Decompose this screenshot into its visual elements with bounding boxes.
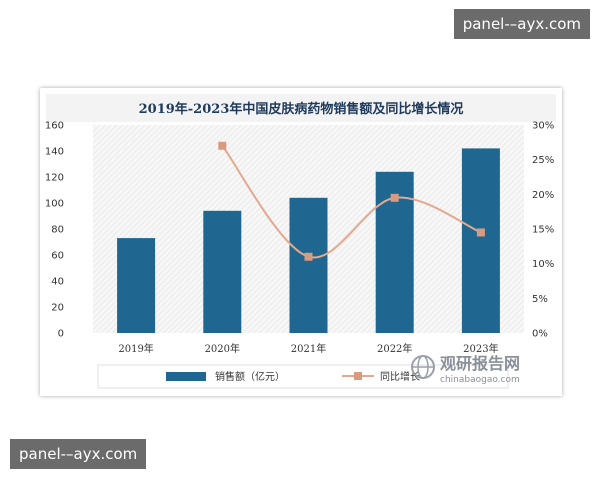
y-left-tick-label: 80	[51, 225, 64, 236]
brand-logo: 观研报告网 chinabaogao.com	[411, 354, 520, 385]
chart-title: 2019年-2023年中国皮肤病药物销售额及同比增长情况	[139, 101, 464, 117]
logo-domain: chinabaogao.com	[440, 375, 520, 385]
title-banner	[46, 94, 556, 122]
y-left-tick-label: 140	[45, 147, 64, 158]
y-left-tick-label: 20	[51, 303, 64, 314]
y-left-tick-label: 0	[58, 329, 64, 340]
growth-point	[476, 228, 485, 237]
y-left-tick-label: 40	[51, 277, 64, 288]
legend-marker-growth	[354, 372, 362, 380]
x-tick-label: 2023年	[463, 342, 498, 355]
legend-swatch-sales	[166, 372, 206, 381]
watermark-bottom: panel-–ayx.com	[10, 439, 147, 469]
bar-sales	[117, 238, 156, 333]
y-right-tick-label: 15%	[532, 225, 554, 236]
legend-label-growth: 同比增长	[380, 370, 420, 383]
legend-label-sales: 销售额（亿元）	[215, 370, 285, 383]
y-right-tick-label: 5%	[532, 294, 548, 305]
bar-sales	[461, 148, 500, 333]
legend-box	[97, 364, 509, 389]
growth-point	[390, 193, 399, 202]
growth-line	[221, 145, 482, 259]
y-left-tick-label: 60	[51, 251, 64, 262]
y-right-tick-label: 20%	[532, 190, 554, 201]
x-tick-label: 2022年	[377, 342, 412, 355]
bar-sales	[289, 197, 328, 333]
y-left-tick-label: 100	[45, 199, 64, 210]
bar-sales	[203, 210, 242, 333]
y-left-tick-label: 160	[45, 121, 64, 132]
x-tick-label: 2020年	[205, 342, 240, 355]
y-left-tick-label: 120	[45, 173, 64, 184]
y-right-tick-label: 25%	[532, 155, 554, 166]
combo-chart: 2019年-2023年中国皮肤病药物销售额及同比增长情况 0 20 40 60 80 10…	[45, 94, 556, 389]
globe-icon	[411, 355, 435, 379]
x-tick-label: 2021年	[291, 342, 326, 355]
growth-point	[304, 252, 313, 261]
logo-name: 观研报告网	[440, 354, 520, 373]
y-right-tick-label: 30%	[532, 121, 554, 132]
y-right-tick-label: 10%	[532, 259, 554, 270]
growth-point	[218, 141, 227, 150]
y-right-tick-label: 0%	[532, 329, 548, 340]
watermark-top: panel-–ayx.com	[453, 9, 590, 39]
x-tick-label: 2019年	[118, 342, 153, 355]
chart-card: 2019年-2023年中国皮肤病药物销售额及同比增长情况 0 20 40 60 80 10…	[40, 88, 562, 396]
